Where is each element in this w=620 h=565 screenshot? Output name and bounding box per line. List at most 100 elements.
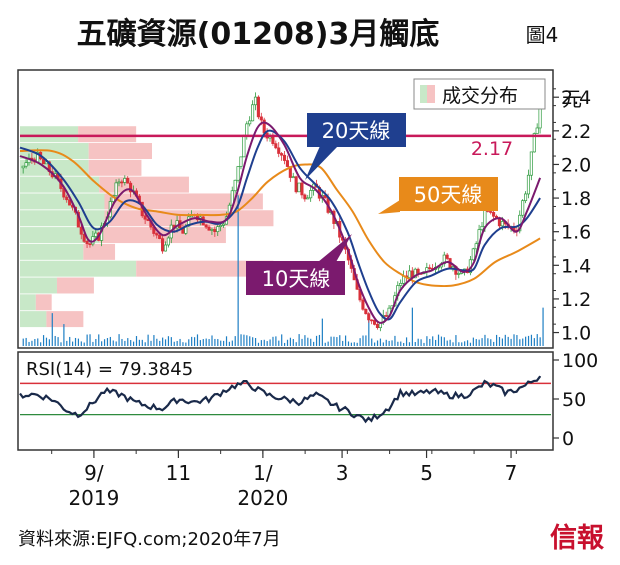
- candle-body: [85, 241, 89, 245]
- candle-body: [370, 319, 374, 322]
- candle-body: [407, 270, 411, 278]
- volume-bar: [391, 340, 393, 346]
- volume-bar: [420, 339, 422, 346]
- volume-bar: [243, 334, 245, 346]
- candle-body: [532, 133, 536, 153]
- volume-bar: [159, 340, 161, 346]
- volume-bar: [196, 334, 199, 346]
- candle-body: [239, 156, 243, 167]
- volume-bar: [394, 335, 396, 346]
- volume-bar: [542, 307, 544, 346]
- volume-bar: [89, 334, 91, 346]
- rsi-title: RSI(14) = 79.3845: [26, 359, 193, 380]
- volume-bar: [501, 338, 503, 346]
- candle-body: [251, 104, 255, 122]
- volume-bar: [135, 336, 138, 346]
- candle-body: [94, 232, 98, 237]
- candle-body: [126, 178, 130, 184]
- candle-body: [280, 153, 284, 156]
- price-tick-label: 2.4: [561, 87, 591, 109]
- volume-bar: [533, 338, 535, 346]
- volume-bar: [530, 334, 533, 346]
- volume-bar: [333, 336, 335, 346]
- volume-bar: [237, 195, 239, 346]
- candle-body: [207, 226, 211, 231]
- volume-bar: [429, 338, 431, 346]
- volume-bar: [313, 341, 315, 346]
- legend-box: [413, 78, 546, 110]
- candle-body: [242, 136, 246, 158]
- volume-bar: [536, 334, 538, 346]
- candle-body: [114, 182, 118, 196]
- volume-bar: [330, 336, 332, 346]
- volume-bar: [498, 337, 501, 346]
- volume-bar: [344, 335, 347, 346]
- volume-bar: [220, 340, 222, 346]
- volume-profile-green-bar: [20, 277, 57, 294]
- volume-profile-red-bar: [78, 126, 137, 143]
- ma10-line: [19, 121, 542, 324]
- candle-body: [500, 221, 504, 227]
- candle-body: [161, 238, 165, 252]
- candle-body: [497, 218, 501, 227]
- volume-bar: [327, 341, 329, 346]
- volume-bar: [223, 340, 225, 346]
- volume-bar: [95, 339, 97, 346]
- candle-body: [166, 237, 170, 246]
- candle-body: [474, 243, 478, 250]
- price-level-label: 2.17: [471, 138, 513, 160]
- time-tick-year: 2019: [68, 486, 119, 510]
- volume-bar: [240, 334, 242, 346]
- volume-bar: [342, 340, 344, 346]
- volume-bar: [359, 338, 361, 346]
- volume-bar: [295, 342, 297, 346]
- legend-swatch-red: [427, 85, 435, 103]
- volume-bar: [109, 336, 111, 346]
- volume-profile-red-bar: [35, 294, 52, 311]
- volume-bar: [275, 336, 277, 346]
- volume-bar: [252, 337, 254, 346]
- volume-bar: [199, 340, 201, 346]
- volume-bar: [138, 339, 140, 346]
- volume-bar: [246, 335, 248, 346]
- volume-bar: [202, 339, 204, 346]
- candle-body: [294, 176, 298, 193]
- volume-bar: [57, 337, 59, 346]
- time-axis: 9/2019 11 1/2020 3 5 7: [51, 450, 517, 510]
- volume-bar: [527, 335, 530, 346]
- volume-bar: [127, 338, 129, 346]
- volume-bar: [379, 338, 382, 346]
- candle-body: [291, 176, 295, 179]
- volume-bar: [80, 341, 82, 346]
- candle-body: [367, 313, 371, 321]
- volume-bar: [156, 338, 158, 346]
- volume-bar: [437, 334, 440, 346]
- volume-profile-green-bar: [20, 311, 47, 328]
- volume-bar: [48, 339, 50, 346]
- candle-body: [428, 267, 432, 269]
- candle-body: [123, 178, 127, 183]
- volume-bar: [464, 341, 466, 346]
- candle-body: [259, 116, 263, 121]
- volume-bar: [324, 342, 326, 346]
- volume-bar: [217, 339, 219, 346]
- volume-profile-red-bar: [99, 176, 189, 193]
- candle-body: [413, 268, 417, 279]
- volume-bar: [362, 335, 364, 346]
- time-tick-label: 5: [420, 461, 433, 485]
- candle-body: [68, 199, 72, 206]
- volume-profile-red-bar: [88, 143, 152, 159]
- volume-bar: [101, 341, 103, 346]
- volume-bar: [350, 342, 352, 346]
- candle-body: [373, 319, 377, 325]
- volume-bar: [315, 335, 318, 346]
- volume-bar: [484, 334, 486, 346]
- volume-bar: [371, 338, 373, 346]
- volume-profile-red-bar: [136, 260, 274, 277]
- candle-body: [155, 233, 159, 236]
- time-tick-label: 1/: [253, 461, 273, 485]
- candle-body: [303, 194, 307, 200]
- rsi-chart-frame: [17, 351, 554, 451]
- candle-body: [129, 182, 133, 193]
- candle-body: [309, 190, 313, 199]
